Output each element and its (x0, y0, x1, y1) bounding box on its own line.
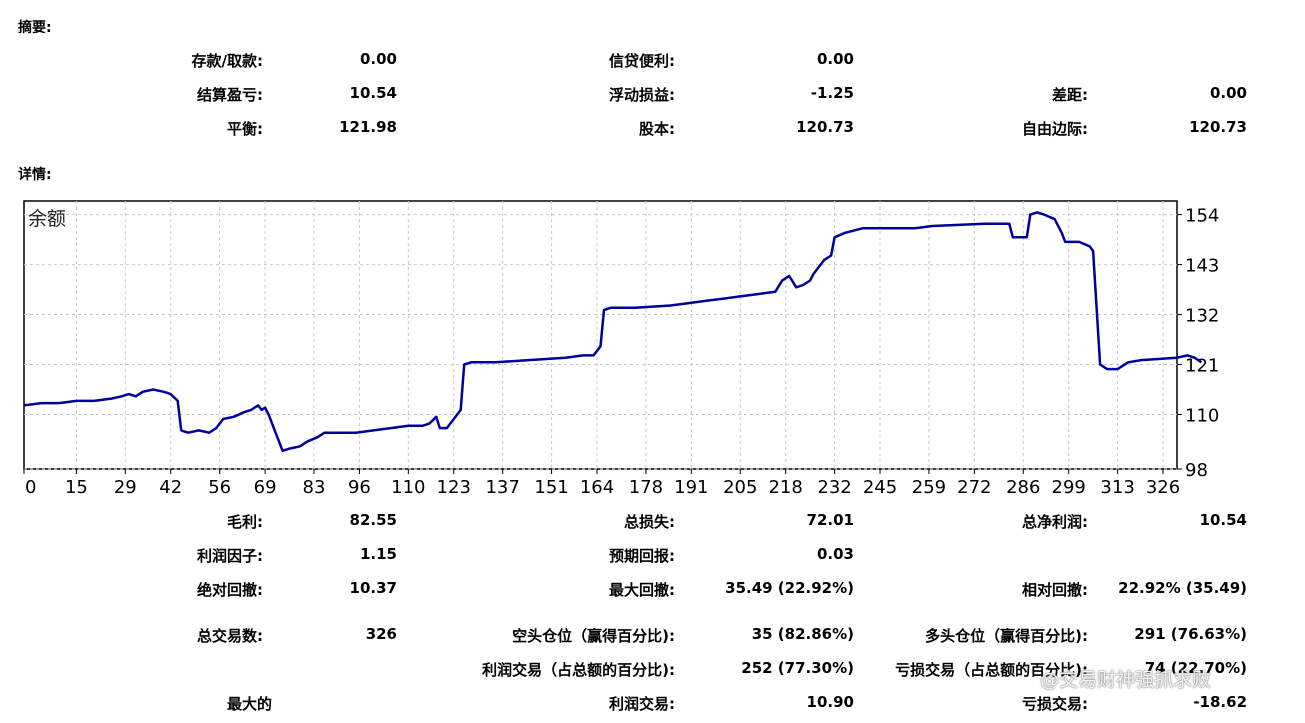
x-tick-label: 151 (534, 477, 568, 498)
profit-trades-value: 252 (77.30%) (741, 659, 854, 677)
y-tick-label: 154 (1185, 206, 1219, 227)
equity-value: 120.73 (796, 118, 854, 136)
credit-label: 信贷便利: (609, 52, 675, 70)
chart-y-axis: 154 143 132 121 110 98 (1177, 206, 1219, 481)
free-margin-label: 自由边际: (1022, 120, 1088, 138)
profit-factor-label: 利润因子: (197, 547, 263, 565)
x-tick-label: 0 (25, 477, 36, 498)
watermark: @交易财神强抓求败 (1040, 669, 1212, 691)
x-tick-label: 286 (1006, 477, 1040, 498)
x-tick-label: 123 (437, 477, 471, 498)
max-drawdown-value: 35.49 (22.92%) (725, 579, 854, 597)
summary-heading: 摘要: (18, 20, 52, 36)
expected-payoff-value: 0.03 (816, 545, 854, 563)
loss-trades-label: 亏损交易（占总额的百分比): (895, 661, 1088, 679)
profit-factor-value: 1.15 (359, 545, 397, 563)
y-tick-label: 98 (1185, 460, 1208, 481)
largest-profit-value: 10.90 (806, 693, 854, 711)
y-tick-label: 121 (1185, 356, 1219, 377)
x-tick-label: 164 (580, 477, 614, 498)
net-profit-label: 总净利润: (1022, 513, 1088, 531)
short-positions-label: 空头仓位（赢得百分比): (512, 627, 675, 645)
x-tick-label: 191 (674, 477, 708, 498)
x-tick-label: 96 (348, 477, 371, 498)
balance-line (23, 211, 1203, 453)
total-trades-value: 326 (365, 625, 397, 643)
net-profit-value: 10.54 (1199, 511, 1247, 529)
total-trades-label: 总交易数: (197, 627, 263, 645)
x-tick-label: 232 (817, 477, 851, 498)
gross-profit-value: 82.55 (349, 511, 397, 529)
abs-drawdown-label: 绝对回撤: (197, 581, 263, 599)
chart-x-axis: 0 15 29 42 56 69 83 96 110 123 137 151 164 178 191 205 2… (23, 469, 1180, 498)
deposit-label: 存款/取款: (191, 52, 263, 70)
balance-chart: 余额 0 15 29 42 56 69 83 96 110 123 137 151 164 178 191 2… (23, 200, 1219, 498)
gross-loss-label: 总损失: (624, 513, 675, 531)
expected-payoff-label: 预期回报: (609, 547, 675, 565)
equity-label: 股本: (639, 120, 675, 138)
gross-loss-value: 72.01 (806, 511, 854, 529)
x-tick-label: 245 (863, 477, 897, 498)
x-tick-label: 56 (208, 477, 231, 498)
x-tick-label: 272 (957, 477, 991, 498)
x-tick-label: 326 (1146, 477, 1180, 498)
x-tick-label: 29 (114, 477, 137, 498)
x-tick-label: 15 (65, 477, 88, 498)
free-margin-value: 120.73 (1189, 118, 1247, 136)
x-tick-label: 69 (254, 477, 277, 498)
x-tick-label: 110 (391, 477, 425, 498)
deposit-value: 0.00 (359, 50, 397, 68)
spread-label: 差距: (1052, 86, 1088, 104)
x-tick-label: 137 (485, 477, 519, 498)
x-tick-label: 313 (1100, 477, 1134, 498)
x-tick-label: 299 (1052, 477, 1086, 498)
closed-pl-label: 结算盈亏: (197, 86, 263, 104)
y-tick-label: 143 (1185, 256, 1219, 277)
largest-loss-label: 亏损交易: (1022, 695, 1088, 713)
closed-pl-value: 10.54 (349, 84, 397, 102)
abs-drawdown-value: 10.37 (349, 579, 397, 597)
long-positions-value: 291 (76.63%) (1134, 625, 1247, 643)
floating-pl-label: 浮动损益: (609, 86, 675, 104)
gross-profit-label: 毛利: (227, 513, 263, 531)
x-tick-label: 205 (723, 477, 757, 498)
floating-pl-value: -1.25 (810, 84, 854, 102)
short-positions-value: 35 (82.86%) (751, 625, 854, 643)
x-tick-label: 178 (629, 477, 663, 498)
rel-drawdown-label: 相对回撤: (1022, 581, 1088, 599)
spread-value: 0.00 (1209, 84, 1247, 102)
rel-drawdown-value: 22.92% (35.49) (1118, 579, 1247, 597)
profit-trades-label: 利润交易（占总额的百分比): (482, 661, 675, 679)
balance-label: 平衡: (227, 120, 263, 138)
y-tick-label: 110 (1185, 405, 1219, 426)
credit-value: 0.00 (816, 50, 854, 68)
chart-grid (24, 201, 1177, 470)
long-positions-label: 多头仓位（赢得百分比): (925, 627, 1088, 645)
balance-value: 121.98 (339, 118, 397, 136)
x-tick-label: 83 (303, 477, 326, 498)
y-tick-label: 132 (1185, 306, 1219, 327)
loss-trades-value: 74 (22.70%) (1144, 659, 1247, 677)
details-heading: 详情: (18, 167, 52, 183)
x-tick-label: 42 (159, 477, 182, 498)
largest-profit-label: 利润交易: (609, 695, 675, 713)
largest-loss-value: -18.62 (1193, 693, 1247, 711)
x-tick-label: 259 (912, 477, 946, 498)
chart-title: 余额 (28, 208, 66, 230)
x-tick-label: 218 (768, 477, 802, 498)
largest-label: 最大的 (226, 695, 272, 713)
max-drawdown-label: 最大回撤: (609, 581, 675, 599)
